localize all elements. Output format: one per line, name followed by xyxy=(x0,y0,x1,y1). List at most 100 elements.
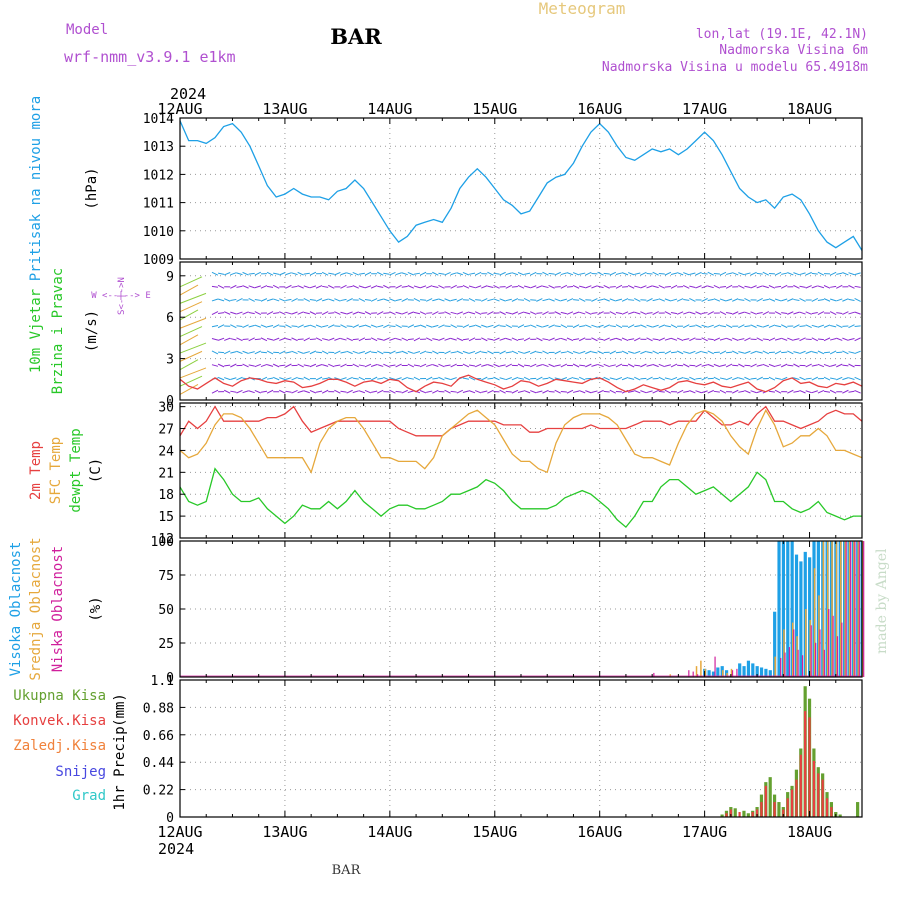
wind-barb xyxy=(604,299,610,301)
wind-barb xyxy=(249,298,255,301)
x-tick-label-bottom: 17AUG xyxy=(682,823,727,841)
wind-barb xyxy=(598,325,604,327)
wind-barb xyxy=(726,273,732,274)
wind-barb xyxy=(812,273,818,274)
low_cloud-bar xyxy=(811,625,812,677)
wind-barb xyxy=(800,338,806,341)
wind-barb xyxy=(475,300,481,301)
high_cloud-bar xyxy=(760,667,763,677)
wind-barb xyxy=(824,299,830,302)
wind-barb xyxy=(180,293,206,303)
wind-barb xyxy=(310,286,316,288)
low_cloud-bar xyxy=(780,658,781,677)
wind-barb xyxy=(591,365,597,367)
wind-barb xyxy=(683,352,689,354)
wind-barb xyxy=(518,272,524,274)
wind-barb xyxy=(751,351,757,353)
temp-axis-name2: SFC Temp xyxy=(48,437,64,504)
wind-barb xyxy=(341,325,347,328)
wind-barb xyxy=(818,299,824,300)
wind-barb xyxy=(849,391,855,392)
wind-barb xyxy=(518,378,524,379)
wind-barb xyxy=(463,339,469,340)
wind-barb xyxy=(671,273,677,274)
wind-barb xyxy=(763,272,769,275)
high_cloud-bar xyxy=(777,541,780,677)
wind-barb xyxy=(396,391,402,392)
wind-barb xyxy=(273,338,279,340)
wind-barb xyxy=(732,338,738,340)
wind-barb xyxy=(738,325,744,328)
wind-barb xyxy=(806,378,812,379)
low_cloud-bar xyxy=(793,629,794,677)
wind-barb xyxy=(316,286,322,289)
low_cloud-bar xyxy=(714,657,715,677)
wind-barb xyxy=(781,299,787,301)
wind-barb xyxy=(322,325,328,326)
wind-barb xyxy=(775,286,781,287)
wind-barb xyxy=(359,391,365,393)
wind-barb xyxy=(555,326,561,327)
wind-barb xyxy=(695,272,701,275)
wind-barb xyxy=(322,272,328,275)
wind-barb xyxy=(677,390,683,393)
wind-barb xyxy=(653,272,659,275)
wind-barb xyxy=(683,339,689,340)
wind-barb xyxy=(273,377,279,380)
wind-barb xyxy=(316,325,322,327)
wind-barb xyxy=(383,273,389,274)
wind-barb xyxy=(757,273,763,274)
wind-barb xyxy=(377,365,383,367)
wind-barb xyxy=(628,285,634,288)
wind-barb xyxy=(616,338,622,340)
wind-barb xyxy=(806,391,812,393)
precip-frame xyxy=(180,680,862,817)
wind-barb xyxy=(591,391,597,393)
wind-barb xyxy=(389,312,395,315)
wind-barb xyxy=(775,351,781,354)
wind-barb xyxy=(524,351,530,353)
wind-barb xyxy=(249,391,255,393)
wind-barb xyxy=(702,352,708,353)
wind-barb xyxy=(585,325,591,328)
wind-barb xyxy=(536,352,542,353)
wind-barb xyxy=(647,286,653,288)
wind-barb xyxy=(585,364,591,367)
wind-barb xyxy=(304,325,310,327)
wind-barb xyxy=(549,391,555,392)
wind-barb xyxy=(506,378,512,380)
wind-barb xyxy=(365,312,371,315)
wind-barb xyxy=(849,352,855,353)
wind-barb xyxy=(249,325,255,327)
wind-barb xyxy=(445,365,451,366)
wind-barb xyxy=(536,377,542,380)
wind-barb xyxy=(842,338,848,340)
wind-barb xyxy=(855,377,861,380)
wind-barb xyxy=(267,272,273,275)
wind-barb xyxy=(487,299,493,301)
wind-barb xyxy=(243,351,249,353)
wind-barb xyxy=(389,365,395,366)
wind-barb xyxy=(487,378,493,379)
wind-barb xyxy=(818,312,824,315)
wind-barb xyxy=(506,325,512,328)
wind-barb xyxy=(720,390,726,393)
wind-barb xyxy=(744,351,750,353)
wind-barb xyxy=(438,377,444,380)
wind-barb xyxy=(671,285,677,288)
wind-barb xyxy=(518,285,524,288)
wind-barb xyxy=(665,338,671,340)
wind-barb xyxy=(536,338,542,341)
wind-barb xyxy=(622,351,628,354)
wind-barb xyxy=(610,272,616,275)
low_cloud-bar xyxy=(837,636,838,677)
wind-barb xyxy=(536,286,542,288)
wind-barb xyxy=(855,273,861,275)
wind-barb xyxy=(285,273,291,275)
wind-barb xyxy=(744,390,750,393)
wind-barb xyxy=(530,312,536,315)
wind-barb xyxy=(402,351,408,354)
wind-barb xyxy=(285,352,291,353)
